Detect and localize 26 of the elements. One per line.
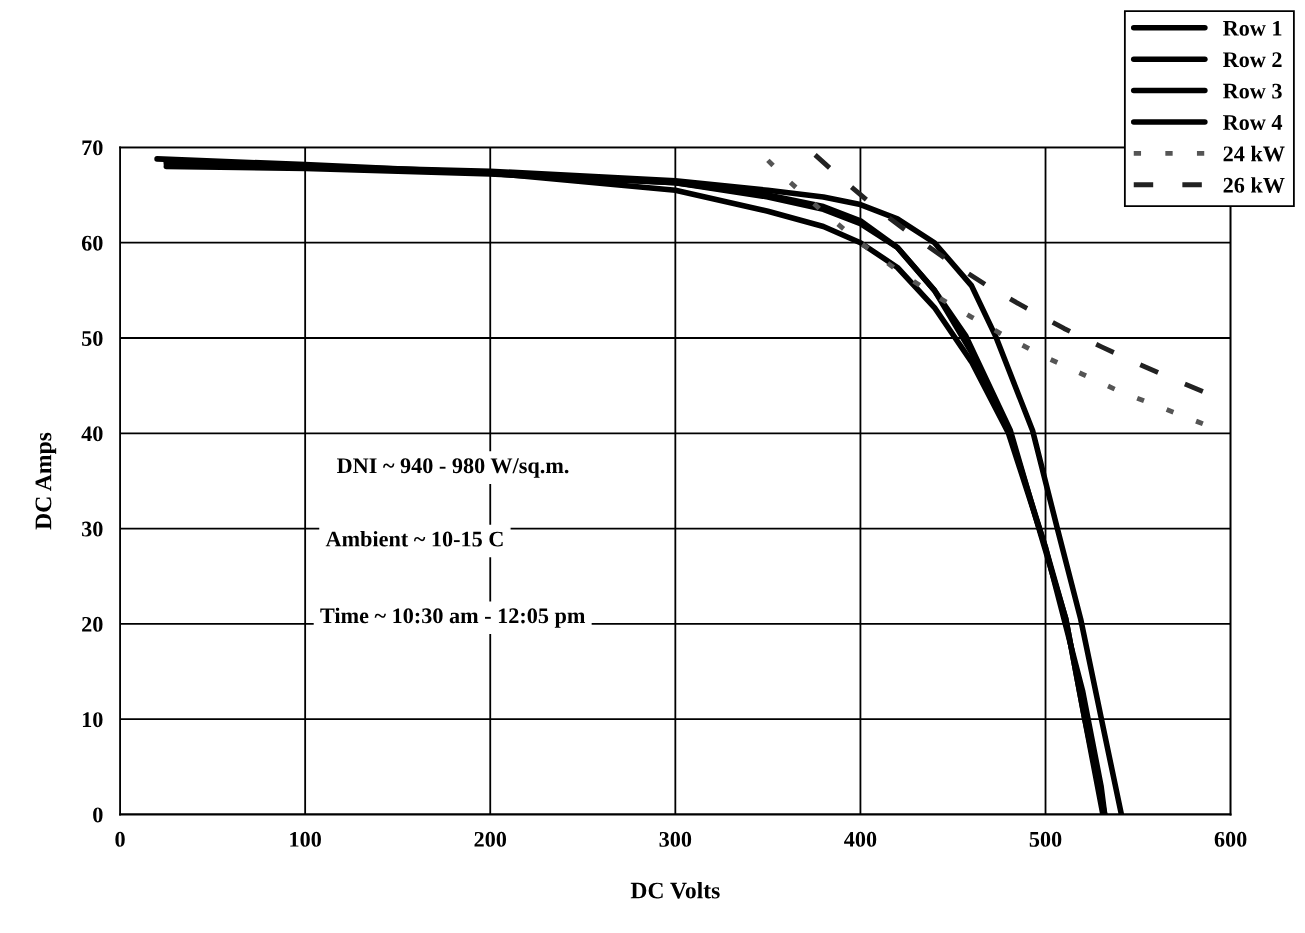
legend-label: Row 2 [1223, 52, 1282, 68]
annotation: DNI ~ 940 - 980 W/sq.m. [337, 458, 569, 478]
legend-label: Row 1 [1223, 20, 1282, 36]
y-tick-label: 50 [82, 330, 103, 346]
y-tick-label: 20 [82, 616, 103, 632]
y-tick-label: 0 [93, 807, 103, 823]
y-axis-title: DC Amps [35, 432, 57, 530]
legend-label: Row 4 [1223, 115, 1283, 130]
x-tick-label: 600 [1214, 831, 1247, 847]
x-tick-label: 100 [290, 831, 321, 847]
y-tick-label: 40 [81, 426, 103, 442]
x-axis-title: DC Volts [630, 881, 720, 899]
annotation: Ambient ~ 10-15 C [325, 530, 503, 547]
legend-label: 26 kW [1223, 177, 1285, 193]
x-tick-label: 200 [474, 831, 507, 847]
x-tick-label: 0 [115, 831, 125, 847]
legend-label: Row 3 [1223, 83, 1282, 99]
y-tick-label: 70 [82, 140, 103, 156]
x-tick-label: 300 [659, 831, 692, 847]
y-tick-label: 10 [82, 712, 103, 728]
x-tick-label: 500 [1029, 831, 1062, 847]
annotation: Time ~ 10:30 am - 12:05 pm [320, 607, 586, 628]
x-tick-label: 400 [844, 831, 877, 847]
y-tick-label: 60 [81, 235, 103, 251]
legend-label: 24 kW [1223, 145, 1285, 162]
y-tick-label: 30 [82, 521, 103, 537]
